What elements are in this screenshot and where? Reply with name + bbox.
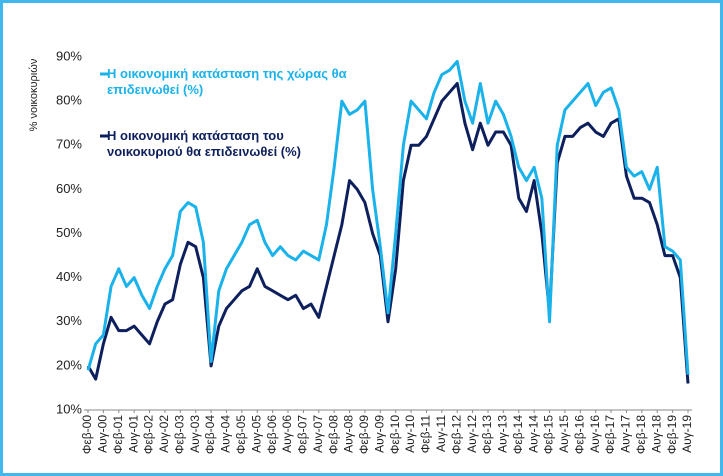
x-tick-label: Αυγ-08 [342, 415, 356, 453]
x-tick-label: Φεβ-19 [665, 415, 679, 454]
x-tick-label: Φεβ-16 [572, 415, 586, 454]
x-tick-label: Φεβ-15 [542, 415, 556, 454]
x-tick-label: Φεβ-03 [172, 415, 186, 454]
x-tick-label: Φεβ-04 [203, 415, 217, 454]
x-tick-label: Αυγ-14 [526, 415, 540, 453]
line-series [86, 59, 690, 375]
x-tick-label: Αυγ-00 [96, 415, 110, 453]
x-tick-label: Φεβ-09 [357, 415, 371, 454]
x-tick-label: Φεβ-10 [388, 415, 402, 454]
x-tick-label: Αυγ-06 [280, 415, 294, 453]
x-tick-label: Αυγ-17 [619, 415, 633, 453]
x-tick-label: Φεβ-17 [603, 415, 617, 454]
x-tick-label: Αυγ-05 [249, 415, 263, 453]
x-tick-label: Φεβ-12 [449, 415, 463, 454]
x-tick-label: Αυγ-12 [465, 415, 479, 453]
y-tick-label: 10% [56, 401, 82, 416]
x-tick-label: Φεβ-00 [80, 415, 94, 454]
x-tick-label: Φεβ-06 [265, 415, 279, 454]
x-tick-label: Φεβ-01 [111, 415, 125, 454]
x-tick-label: Φεβ-13 [480, 415, 494, 454]
y-tick-label: 40% [56, 269, 82, 284]
legend-entry: Η οικονομική κατάσταση της χώρας θα επιδ… [107, 66, 347, 97]
y-tick-label: 30% [56, 313, 82, 328]
x-tick-label: Αυγ-11 [434, 415, 448, 452]
y-tick-label: 50% [56, 225, 82, 240]
x-tick-label: Αυγ-01 [126, 415, 140, 453]
x-tick-label: Φεβ-07 [296, 415, 310, 454]
x-tick-label: Αυγ-19 [680, 415, 694, 453]
x-tick-label: Αυγ-15 [557, 415, 571, 453]
y-tick-label: 80% [56, 93, 82, 108]
x-tick-label: Φεβ-02 [142, 415, 156, 454]
y-tick-label: 60% [56, 181, 82, 196]
y-axis-label: % νοικοκυριών [28, 58, 40, 131]
x-tick-label: Αυγ-02 [157, 415, 171, 453]
x-tick-label: Φεβ-05 [234, 415, 248, 454]
y-tick-label: 70% [56, 137, 82, 152]
legend-entry: Η οικονομική κατάσταση του νοικοκυριού θ… [107, 128, 302, 159]
x-tick-label: Φεβ-14 [511, 415, 525, 454]
x-tick-label: Φεβ-11 [419, 415, 433, 454]
x-tick-label: Φεβ-08 [326, 415, 340, 454]
x-tick-label: Αυγ-07 [311, 415, 325, 453]
line-series [86, 81, 690, 384]
y-tick-label: 90% [56, 48, 82, 63]
x-tick-label: Αυγ-03 [188, 415, 202, 453]
x-tick-label: Αυγ-16 [588, 415, 602, 453]
x-tick-label: Φεβ-18 [634, 415, 648, 454]
x-tick-label: Αυγ-04 [219, 415, 233, 453]
y-tick-label: 20% [56, 357, 82, 372]
x-tick-label: Αυγ-18 [649, 415, 663, 453]
x-tick-label: Αυγ-09 [372, 415, 386, 453]
x-tick-label: Αυγ-10 [403, 415, 417, 453]
x-tick-label: Αυγ-13 [496, 415, 510, 453]
